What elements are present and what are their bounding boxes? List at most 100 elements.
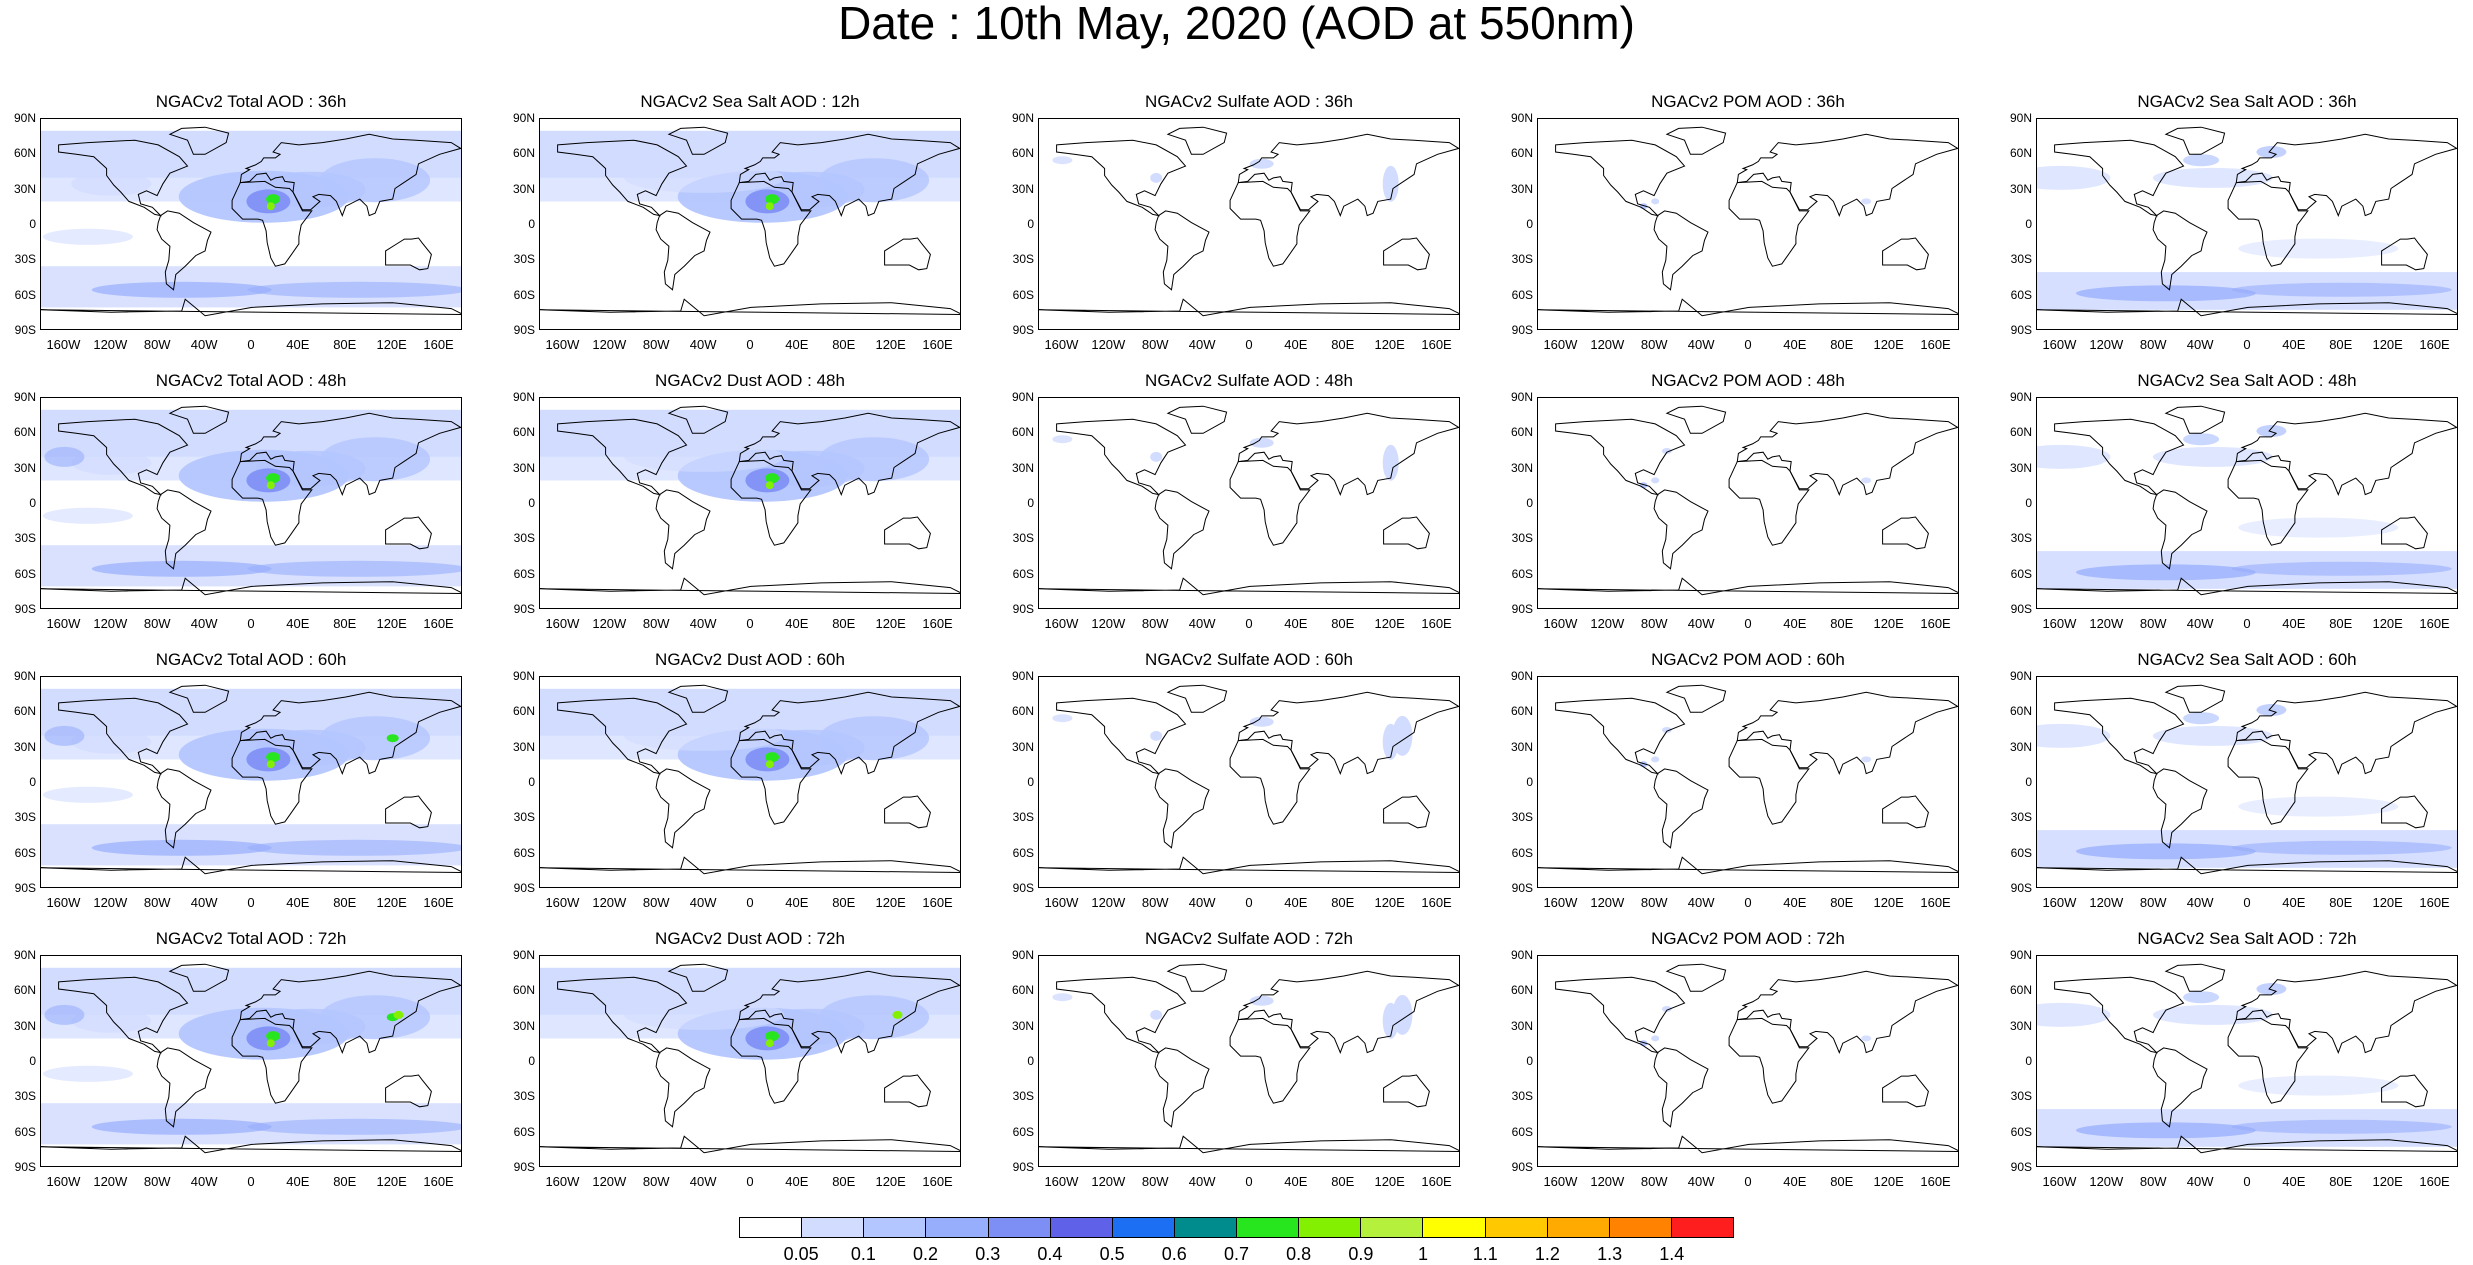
coastline-1 [1154, 489, 1210, 570]
lat-tick-label: 60S [2010, 845, 2032, 860]
lon-tick-label: 120E [875, 337, 906, 352]
coastline-6 [540, 577, 960, 596]
lat-tick-label: 90N [2009, 948, 2032, 962]
aod-npacific-streak [44, 725, 85, 746]
aod-sulfate-east-asia [1382, 165, 1399, 202]
lat-tick-label: 90N [13, 390, 36, 404]
aod-sulfate-plume [1392, 715, 1413, 756]
coastline-0 [1555, 697, 1686, 775]
lat-tick-label: 60N [2009, 425, 2032, 440]
coastline-3 [2235, 691, 2457, 775]
lon-tick-label: 0 [746, 1174, 754, 1189]
lat-tick-label: 90S [513, 881, 535, 895]
aod-seasalt-north-europe [2256, 983, 2287, 995]
lat-tick-label: 90S [14, 881, 36, 895]
coastline-5 [2164, 126, 2226, 155]
aod-atlantic-patch [624, 999, 785, 1030]
aod-npacific-streak [44, 1004, 85, 1025]
lon-tick-label: 160W [1044, 616, 1079, 631]
lat-tick-label: 30S [1012, 531, 1034, 546]
world-map [1537, 397, 1959, 609]
coastline-3 [2235, 412, 2457, 496]
panel-title: NGACv2 Sulfate AOD : 48h [1145, 371, 1353, 390]
lon-tick-label: 80W [642, 337, 670, 352]
aod-seasalt-streak-2 [2231, 561, 2452, 576]
lon-tick-label: 120E [875, 616, 906, 631]
colorbar-swatch [1112, 1218, 1175, 1237]
coastline-1 [1653, 1047, 1709, 1128]
aod-dust-peak [266, 194, 281, 205]
aod-seasalt-npac [2037, 444, 2111, 469]
aod-pom-seasia [1861, 198, 1872, 205]
lon-tick-label: 160W [2042, 895, 2077, 910]
coastline-1 [156, 210, 212, 291]
lon-tick-label: 40E [1783, 616, 1807, 631]
world-map [1038, 676, 1460, 888]
lon-tick-label: 40W [689, 895, 717, 910]
lon-tick-label: 40E [1284, 337, 1308, 352]
lat-tick-label: 30N [1011, 181, 1034, 196]
aod-seasalt-indian [2238, 1075, 2399, 1096]
aod-seasalt-streak [2075, 843, 2256, 860]
lat-tick-label: 30N [1011, 460, 1034, 475]
coastline-3 [1237, 970, 1459, 1054]
lon-tick-label: 80E [1331, 1174, 1355, 1189]
lat-tick-label: 60S [1511, 1124, 1533, 1139]
panel-title: NGACv2 Dust AOD : 72h [655, 929, 845, 948]
lat-tick-label: 0 [1526, 217, 1533, 231]
lat-tick-label: 90S [513, 1160, 535, 1174]
lat-tick-label: 90S [1012, 881, 1034, 895]
lon-tick-label: 120E [1873, 337, 1904, 352]
lon-tick-label: 120E [875, 895, 906, 910]
aod-sulfate-europe [1249, 158, 1274, 169]
aod-southern-streak-2 [247, 839, 461, 856]
aod-seasalt-natl [2152, 725, 2273, 746]
lon-tick-label: 120W [1590, 895, 1625, 910]
coastline-6 [1039, 1135, 1459, 1154]
lon-tick-label: 120W [93, 1174, 128, 1189]
lon-tick-label: 160E [2419, 337, 2450, 352]
lat-tick-label: 0 [528, 1054, 535, 1068]
coastline-4 [1882, 795, 1929, 829]
lat-tick-label: 30S [513, 810, 535, 825]
panel-title: NGACv2 Sea Salt AOD : 48h [2137, 371, 2357, 390]
world-map [1537, 955, 1959, 1167]
aod-sulfate-us [1150, 1009, 1163, 1020]
coastline-6 [1538, 577, 1958, 596]
figure-title: Date : 10th May, 2020 (AOD at 550nm) [838, 0, 1635, 49]
aod-seasalt-streak-2 [2231, 282, 2452, 297]
lat-tick-label: 90N [1011, 669, 1034, 683]
lon-tick-label: 80W [1141, 616, 1169, 631]
lon-tick-label: 40E [286, 1174, 310, 1189]
panel-title: NGACv2 Dust AOD : 60h [655, 650, 845, 669]
lat-tick-label: 30N [2009, 460, 2032, 475]
aod-dust-peak-2 [765, 760, 774, 769]
panel-title: NGACv2 Dust AOD : 48h [655, 371, 845, 390]
lon-tick-label: 120W [1091, 337, 1126, 352]
lat-tick-label: 60S [513, 845, 535, 860]
colorbar-swatch [926, 1218, 989, 1237]
aod-seasalt-streak [2075, 285, 2256, 302]
lon-tick-label: 160E [2419, 616, 2450, 631]
colorbar-swatch [1547, 1218, 1610, 1237]
aod-sulfate-europe [1249, 716, 1274, 727]
coastline-1 [156, 489, 212, 570]
lon-tick-label: 40W [1687, 1174, 1715, 1189]
lat-tick-label: 90N [512, 948, 535, 962]
coastline-3 [1736, 691, 1958, 775]
lon-tick-label: 120W [2089, 895, 2124, 910]
lon-tick-label: 80W [143, 1174, 171, 1189]
lon-tick-label: 80W [1640, 1174, 1668, 1189]
coastline-3 [1237, 412, 1459, 496]
lon-tick-label: 80E [832, 616, 856, 631]
lon-tick-label: 160W [2042, 1174, 2077, 1189]
coastline-5 [1665, 405, 1727, 434]
world-map [1038, 118, 1460, 330]
coastline-2 [730, 1017, 812, 1104]
lon-tick-label: 80W [2139, 1174, 2167, 1189]
lon-tick-label: 160W [2042, 616, 2077, 631]
lat-tick-label: 30N [1510, 460, 1533, 475]
coastline-3 [1736, 412, 1958, 496]
colorbar-swatch [988, 1218, 1051, 1237]
aod-southern-streak [91, 1118, 272, 1135]
